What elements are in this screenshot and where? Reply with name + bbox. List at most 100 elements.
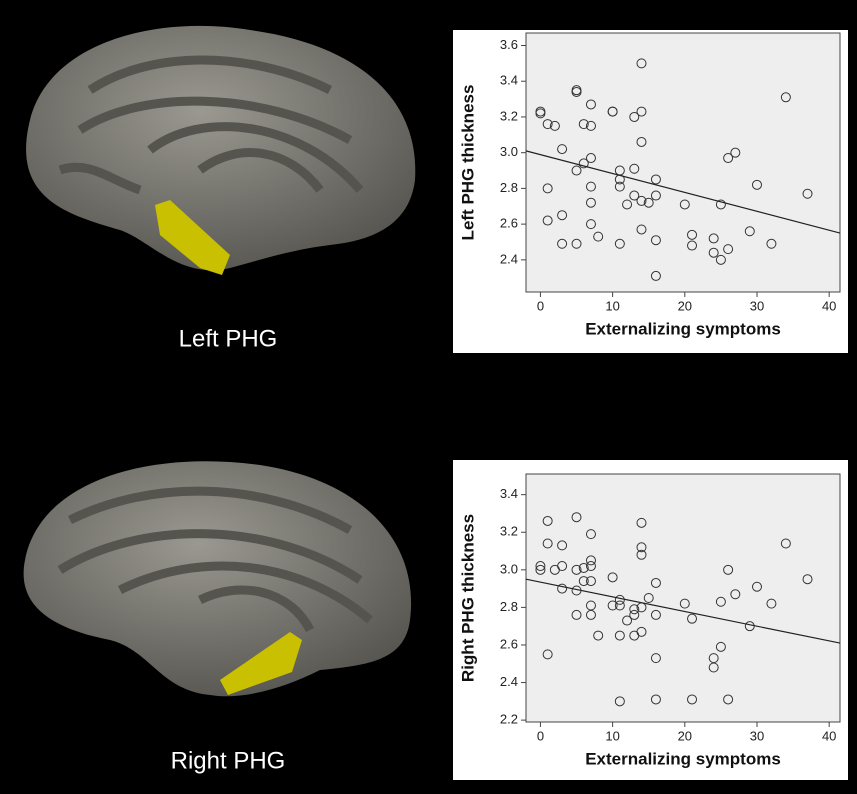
point (585, 153, 596, 164)
x-axis-title: Externalizing symptoms (585, 749, 781, 768)
point (744, 226, 755, 237)
y-axis-title: Right PHG thickness (458, 514, 477, 682)
point (578, 158, 589, 169)
point (585, 219, 596, 230)
point (687, 229, 698, 240)
point (629, 111, 640, 122)
y-tick-label: 3.0 (500, 144, 518, 159)
point (614, 594, 625, 605)
point (723, 153, 734, 164)
point (636, 136, 647, 147)
point (614, 630, 625, 641)
right-brain (23, 461, 412, 697)
point (636, 195, 647, 206)
point (636, 224, 647, 235)
x-tick-label: 0 (537, 728, 544, 743)
x-tick-label: 20 (678, 728, 692, 743)
point (535, 561, 546, 572)
point (629, 609, 640, 620)
point (585, 120, 596, 131)
point (650, 270, 661, 281)
point (571, 564, 582, 575)
point (607, 600, 618, 611)
point (614, 600, 625, 611)
y-axis-title: Left PHG thickness (458, 85, 477, 241)
point (650, 174, 661, 185)
point (650, 609, 661, 620)
y-tick-label: 3.4 (500, 486, 518, 501)
plot-area (525, 473, 841, 723)
point (679, 598, 690, 609)
point (614, 238, 625, 249)
image-caption: Left PHG (179, 325, 278, 352)
image-caption: Right PHG (171, 747, 286, 774)
point (708, 247, 719, 258)
point (751, 179, 762, 190)
point (643, 593, 654, 603)
point (542, 119, 553, 130)
y-tick-label: 3.0 (500, 561, 518, 576)
point (636, 517, 647, 528)
point (636, 58, 647, 69)
point (578, 562, 589, 573)
point (578, 119, 589, 130)
point (679, 199, 690, 210)
point (557, 540, 568, 551)
x-tick-label: 30 (750, 728, 764, 743)
point (542, 515, 553, 526)
point (571, 238, 582, 249)
point (585, 561, 596, 572)
x-tick-label: 10 (605, 728, 619, 743)
y-tick-label: 2.6 (500, 216, 518, 231)
point (614, 696, 625, 707)
x-tick-label: 20 (678, 298, 692, 313)
y-tick-label: 3.6 (500, 37, 518, 52)
point (629, 163, 640, 174)
point (751, 581, 762, 592)
point (708, 233, 719, 244)
point (650, 190, 661, 201)
y-tick-label: 3.2 (500, 524, 518, 539)
point (730, 147, 741, 158)
point (535, 564, 546, 575)
x-tick-label: 30 (750, 298, 764, 313)
point (687, 240, 698, 251)
point (715, 596, 726, 607)
point (557, 144, 568, 155)
point (593, 231, 604, 242)
trend-line (525, 150, 841, 234)
point (578, 576, 589, 587)
point (650, 653, 661, 664)
point (622, 199, 633, 210)
x-tick-label: 40 (822, 728, 836, 743)
point (715, 199, 726, 210)
point (766, 238, 777, 249)
point (585, 609, 596, 620)
point (723, 564, 734, 575)
point (557, 583, 568, 594)
point (593, 630, 604, 641)
point (614, 181, 625, 192)
point (542, 538, 553, 549)
point (650, 577, 661, 588)
point (636, 106, 647, 117)
point (629, 604, 640, 615)
point (557, 210, 568, 221)
point (629, 190, 640, 201)
chart: 2.4 2.6 2.8 3.0 3.2 3.4 3.6 0 10 20 30 40 Externaliz… (453, 30, 848, 353)
point (715, 641, 726, 652)
point (542, 183, 553, 194)
point (585, 576, 596, 587)
point (585, 99, 596, 110)
point (549, 120, 560, 131)
left-brain (26, 25, 416, 275)
point (542, 649, 553, 660)
point (542, 215, 553, 226)
point (730, 589, 741, 600)
point (643, 197, 654, 208)
y-tick-label: 3.2 (500, 108, 518, 123)
point (622, 615, 633, 626)
point (708, 662, 719, 673)
point (535, 108, 546, 119)
